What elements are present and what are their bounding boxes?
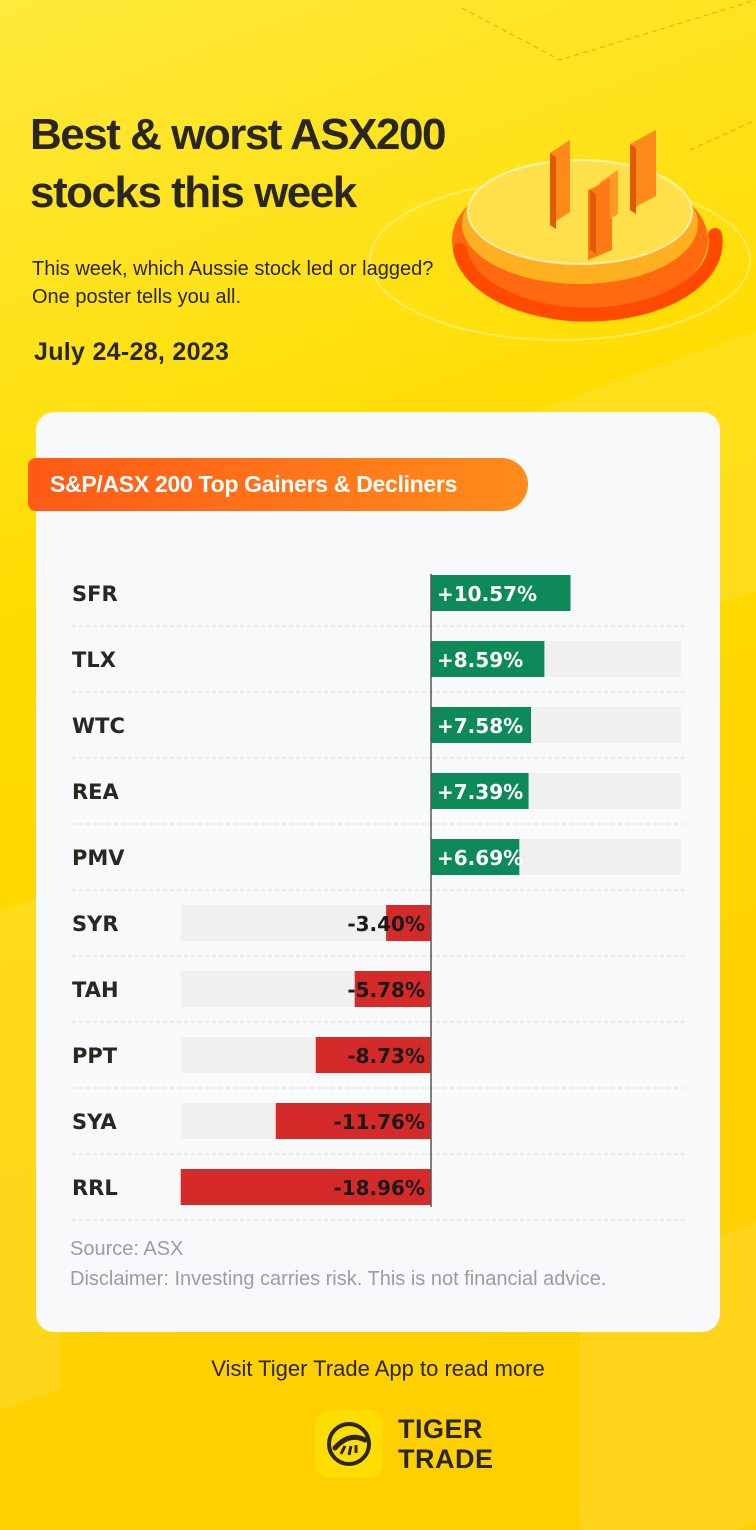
bar-rea [431, 773, 529, 809]
ticker-label: RRL [72, 1176, 118, 1200]
page-subtitle: This week, which Aussie stock led or lag… [32, 258, 434, 308]
bar-pmv [431, 839, 520, 875]
ticker-label: PPT [72, 1044, 118, 1068]
value-label: -3.40% [347, 912, 425, 936]
value-label: -5.78% [347, 978, 425, 1002]
value-label: +6.69% [437, 846, 523, 870]
ticker-label: PMV [72, 846, 125, 870]
date-range: July 24-28, 2023 [34, 338, 230, 366]
value-label: -18.96% [333, 1176, 425, 1200]
disclaimer: Disclaimer: Investing carries risk. This… [70, 1268, 607, 1290]
tiger-logo-icon [315, 1410, 383, 1478]
page-title: Best & worst ASX200 stocks this week [30, 110, 446, 217]
ticker-label: TAH [72, 978, 119, 1002]
bar-chart-illustration [452, 130, 723, 322]
value-label: +7.58% [437, 714, 523, 738]
value-label: -8.73% [347, 1044, 425, 1068]
visit-app-text[interactable]: Visit Tiger Trade App to read more [211, 1356, 545, 1381]
source-note: Source: ASX [70, 1238, 184, 1260]
ticker-label: REA [72, 780, 120, 804]
value-label: +7.39% [437, 780, 523, 804]
bar-ppt [315, 1037, 431, 1073]
bar-tlx [431, 641, 545, 677]
bar-rrl [180, 1169, 431, 1205]
bar-tah [354, 971, 431, 1007]
bar-sfr [431, 575, 571, 611]
bar-sya [275, 1103, 431, 1139]
brand-name: TIGER TRADE [398, 1414, 494, 1474]
bar-syr [386, 905, 431, 941]
value-label: +10.57% [437, 582, 537, 606]
ticker-label: SYA [72, 1110, 117, 1134]
ticker-label: SFR [72, 582, 118, 606]
chart-title-pill: S&P/ASX 200 Top Gainers & Decliners [28, 458, 528, 511]
value-label: +8.59% [437, 648, 523, 672]
gainers-decliners-chart: SFR +10.57% TLX +8.59% WTC +7.58% REA +7.39% PMV… [72, 574, 684, 1221]
ticker-label: TLX [72, 648, 116, 672]
ticker-label: WTC [72, 714, 125, 738]
value-label: -11.76% [333, 1110, 425, 1134]
bar-wtc [431, 707, 532, 743]
ticker-label: SYR [72, 912, 119, 936]
